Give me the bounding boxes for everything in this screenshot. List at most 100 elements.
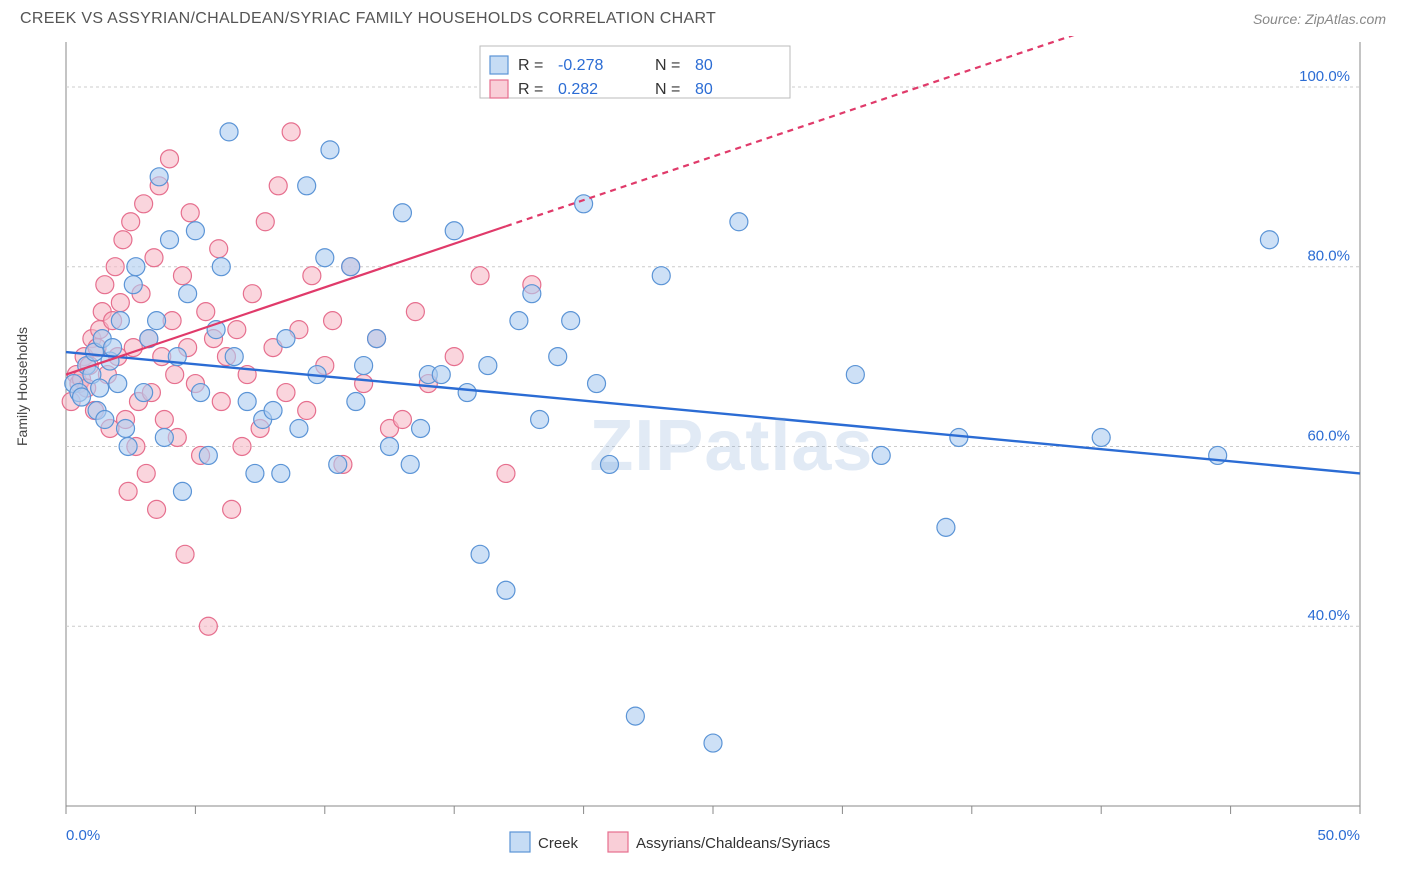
scatter-point [225,348,243,366]
x-min-label: 0.0% [66,827,100,844]
scatter-point [471,267,489,285]
scatter-point [523,285,541,303]
legend-swatch [490,80,508,98]
scatter-point [246,464,264,482]
scatter-point [600,455,618,473]
chart-title: CREEK VS ASSYRIAN/CHALDEAN/SYRIAC FAMILY… [20,10,716,28]
scatter-point [238,393,256,411]
scatter-point [135,384,153,402]
scatter-point [846,366,864,384]
scatter-point [479,357,497,375]
scatter-point [166,366,184,384]
scatter-point [223,500,241,518]
scatter-point [355,375,373,393]
correlation-scatter-chart: 40.0%60.0%80.0%100.0%0.0%50.0%R =-0.278N… [20,36,1386,856]
scatter-point [381,437,399,455]
scatter-point [272,464,290,482]
scatter-point [368,330,386,348]
scatter-point [197,303,215,321]
scatter-point [155,428,173,446]
scatter-point [124,276,142,294]
scatter-point [342,258,360,276]
scatter-point [704,734,722,752]
scatter-point [355,357,373,375]
scatter-point [406,303,424,321]
scatter-point [303,267,321,285]
scatter-point [445,222,463,240]
scatter-point [626,707,644,725]
x-max-label: 50.0% [1317,827,1360,844]
scatter-point [210,240,228,258]
scatter-point [137,464,155,482]
scatter-point [1260,231,1278,249]
scatter-point [445,348,463,366]
scatter-point [111,312,129,330]
scatter-point [412,419,430,437]
stats-n-label: N = [655,81,680,98]
stats-n-value: 80 [695,57,713,74]
y-tick-label: 40.0% [1307,607,1350,624]
scatter-point [228,321,246,339]
stats-r-label: R = [518,81,543,98]
scatter-point [432,366,450,384]
scatter-point [497,464,515,482]
scatter-point [531,411,549,429]
trendline [66,226,506,374]
scatter-point [199,446,217,464]
scatter-point [549,348,567,366]
y-tick-label: 80.0% [1307,248,1350,265]
scatter-point [298,177,316,195]
scatter-point [256,213,274,231]
scatter-point [150,168,168,186]
scatter-point [510,312,528,330]
scatter-point [329,455,347,473]
scatter-point [290,419,308,437]
scatter-point [181,204,199,222]
stats-n-value: 80 [695,81,713,98]
scatter-point [282,123,300,141]
scatter-point [316,249,334,267]
scatter-point [562,312,580,330]
scatter-point [277,384,295,402]
stats-n-label: N = [655,57,680,74]
scatter-point [145,249,163,267]
scatter-point [264,402,282,420]
chart-container: Family Households ZIPatlas 40.0%60.0%80.… [20,36,1386,856]
scatter-point [176,545,194,563]
scatter-point [111,294,129,312]
scatter-point [104,339,122,357]
scatter-point [212,258,230,276]
scatter-point [220,123,238,141]
scatter-point [321,141,339,159]
scatter-point [96,276,114,294]
scatter-point [173,267,191,285]
scatter-point [652,267,670,285]
scatter-point [298,402,316,420]
scatter-point [117,419,135,437]
scatter-point [937,518,955,536]
source-attribution: Source: ZipAtlas.com [1253,11,1386,27]
scatter-point [588,375,606,393]
scatter-point [730,213,748,231]
stats-r-label: R = [518,57,543,74]
stats-r-value: -0.278 [558,57,603,74]
legend-swatch [608,832,628,852]
scatter-point [401,455,419,473]
scatter-point [155,411,173,429]
scatter-point [872,446,890,464]
y-tick-label: 100.0% [1299,68,1350,85]
scatter-point [109,375,127,393]
stats-r-value: 0.282 [558,81,598,98]
scatter-point [179,285,197,303]
scatter-point [73,388,91,406]
scatter-point [1092,428,1110,446]
scatter-point [497,581,515,599]
scatter-point [122,213,140,231]
scatter-point [212,393,230,411]
legend-label: Creek [538,835,579,852]
scatter-point [243,285,261,303]
scatter-point [114,231,132,249]
legend-label: Assyrians/Chaldeans/Syriacs [636,835,830,852]
legend-swatch [510,832,530,852]
scatter-point [269,177,287,195]
